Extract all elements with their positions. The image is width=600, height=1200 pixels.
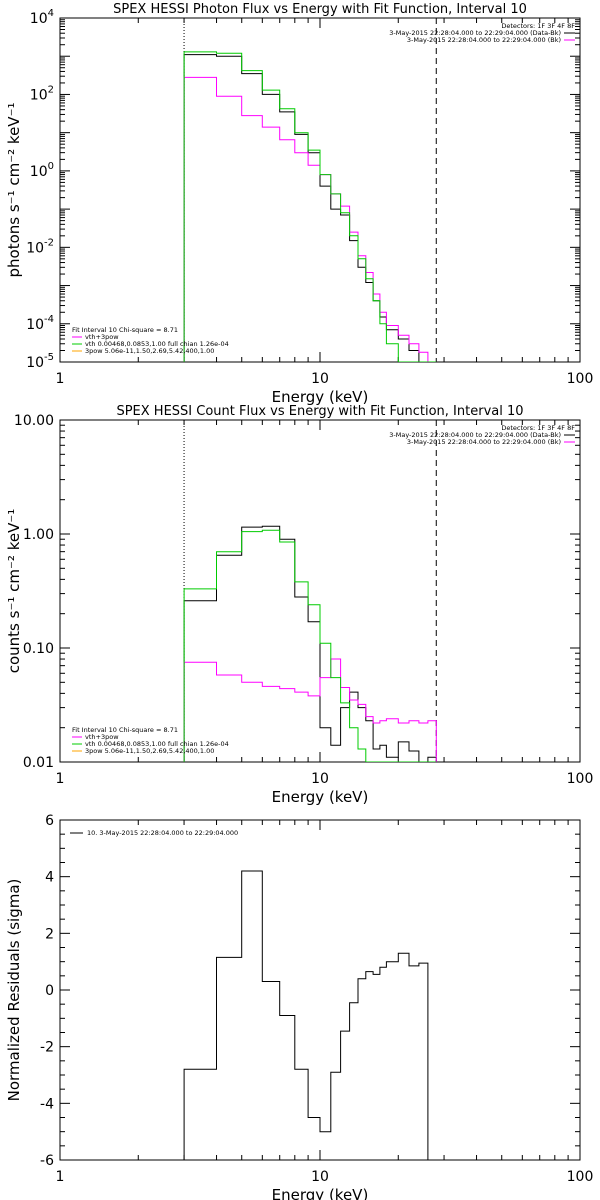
y-tick-base: 10 (30, 11, 48, 27)
legend-entry: 3-May-2015 22:28:04.000 to 22:29:04.000 … (389, 29, 561, 37)
y-tick-label: 0 (45, 983, 54, 999)
series-line-1 (183, 525, 437, 762)
legend-entry: 3-May-2015 22:28:04.000 to 22:29:04.000 … (407, 36, 561, 44)
y-tick-label: 1.00 (23, 527, 54, 543)
plot-panel-2: 1 10 100 10.00 1.00 0.10 0.01 SPEX HESSI Count … (5, 404, 593, 806)
chart-title: SPEX HESSI Photon Flux vs Energy with Fi… (113, 2, 527, 17)
y-tick-label: -2 (40, 1040, 54, 1056)
y-tick-base: 10 (26, 240, 44, 256)
x-tick-label: 1 (56, 771, 65, 787)
y-tick-exponent: 2 (48, 84, 54, 95)
series-group (183, 525, 437, 762)
legend-entry: 10. 3-May-2015 22:28:04.000 to 22:29:04.… (87, 829, 238, 837)
y-tick-label: -4 (40, 1096, 54, 1112)
axes-frame (59, 17, 581, 363)
fit-legend-header: Fit Interval 10 Chi-square = 8.71 (72, 326, 178, 334)
x-tick-label: 100 (567, 1169, 594, 1185)
series-line-1 (183, 54, 437, 362)
y-tick-exponent: -4 (44, 314, 54, 325)
series-line-2 (183, 76, 437, 362)
legend-header: Detectors: 1F 3F 4F 8F (501, 424, 575, 432)
series-line-1 (183, 870, 437, 1160)
y-tick-base: 10 (30, 164, 48, 180)
series-line-3 (183, 529, 437, 762)
y-tick-label: 0.01 (23, 755, 54, 771)
x-axis-label: Energy (keV) (272, 388, 369, 406)
legend-entry: 3-May-2015 22:28:04.000 to 22:29:04.000 … (389, 431, 561, 439)
y-axis-label: Normalized Residuals (sigma) (5, 879, 23, 1102)
y-tick-label: 4 (45, 870, 54, 886)
y-tick-label: 0.10 (23, 641, 54, 657)
series-group (183, 870, 437, 1160)
y-tick-label: -6 (40, 1153, 54, 1169)
x-tick-label: 100 (567, 371, 594, 387)
series-line-2 (183, 658, 437, 762)
y-tick-base: 10 (30, 87, 48, 103)
y-tick-exponent: -5 (44, 352, 54, 363)
fit-legend-entry: vth+3pow (85, 733, 119, 741)
y-tick-label: 104 (30, 8, 54, 27)
x-axis-label: Energy (keV) (272, 1186, 369, 1200)
y-tick-base: 10 (26, 355, 44, 371)
y-tick-label: 2 (45, 926, 54, 942)
legend-entry: 3-May-2015 22:28:04.000 to 22:29:04.000 … (407, 438, 561, 446)
y-tick-label: 10.00 (14, 413, 54, 429)
fit-legend-entry: 3pow 5.06e-11,1.50,2.69,5.42,400,1.00 (85, 347, 214, 355)
x-tick-label: 10 (311, 371, 329, 387)
x-tick-label: 1 (56, 371, 65, 387)
fit-legend-header: Fit Interval 10 Chi-square = 8.71 (72, 726, 178, 734)
y-tick-base: 10 (26, 317, 44, 333)
plot-panel-3: 1 10 100 6 4 2 0 -2 -4 -6 Energy (keV) Normalized R… (5, 813, 593, 1200)
y-tick-label: 10-5 (26, 352, 54, 371)
y-tick-label: 10-4 (26, 314, 54, 333)
x-tick-label: 10 (311, 1169, 329, 1185)
axes-frame (59, 819, 581, 1161)
chart-title: SPEX HESSI Count Flux vs Energy with Fit… (116, 404, 523, 419)
y-tick-label: 100 (30, 161, 54, 180)
y-tick-label: 10-2 (26, 237, 54, 256)
x-tick-label: 10 (311, 771, 329, 787)
x-tick-label: 1 (56, 1169, 65, 1185)
y-tick-label: 6 (45, 813, 54, 829)
y-tick-label: 102 (30, 84, 54, 103)
y-tick-exponent: 0 (48, 161, 54, 172)
fit-legend-entry: vth 0.00468,0.0853,1.00 full chian 1.26e… (85, 740, 229, 748)
y-axis-label: counts s⁻¹ cm⁻² keV⁻¹ (5, 509, 23, 674)
y-axis-label: photons s⁻¹ cm⁻² keV⁻¹ (5, 103, 23, 278)
fit-legend-entry: vth+3pow (85, 333, 119, 341)
series-group (183, 51, 437, 362)
fit-legend-entry: vth 0.00468,0.0853,1.00 full chian 1.26e… (85, 340, 229, 348)
x-axis-label: Energy (keV) (272, 788, 369, 806)
legend-header: Detectors: 1F 3F 4F 8F (501, 22, 575, 30)
y-tick-exponent: -2 (44, 237, 54, 248)
fit-legend-entry: 3pow 5.06e-11,1.50,2.69,5.42,400,1.00 (85, 747, 214, 755)
series-line-3 (183, 51, 437, 362)
x-tick-label: 100 (567, 771, 594, 787)
y-tick-exponent: 4 (48, 8, 54, 19)
